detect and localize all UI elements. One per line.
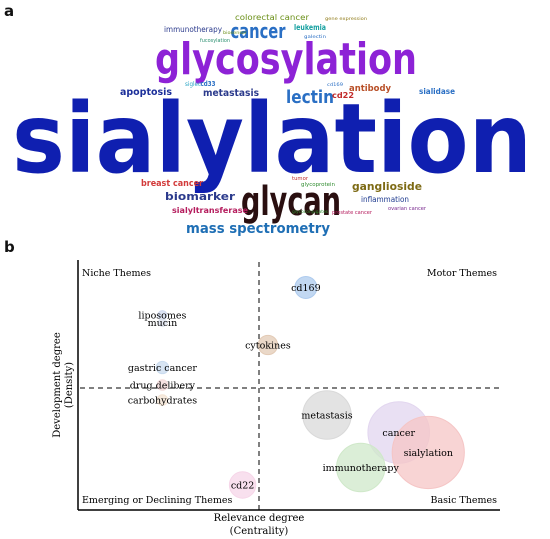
- cluster-label-sialylation: sialylation: [404, 448, 453, 459]
- cluster-label-liposomes: liposomes: [138, 311, 186, 322]
- cluster-bubbles: [155, 276, 465, 499]
- cluster-bubble-gastric-cancer: [155, 360, 170, 375]
- word-cd22: cd22: [332, 91, 354, 100]
- word-prostate-cancer: prostate cancer: [332, 210, 373, 216]
- y-axis-label: Development degree: [52, 332, 63, 438]
- cluster-label-gastric-cancer: gastric cancer: [128, 363, 197, 374]
- cluster-label-cancer: cancer: [382, 428, 415, 439]
- cluster-label-metastasis: metastasis: [301, 411, 352, 422]
- cluster-label-carbohydrates: carbohydrates: [128, 396, 198, 407]
- panel-a-label: a: [4, 2, 15, 20]
- cluster-bubble-carbohydrates: [156, 394, 169, 406]
- word-immunotherapy: immunotherapy: [164, 25, 222, 34]
- y-axis-sublabel: (Density): [64, 362, 75, 408]
- word-sialylation: sialylation: [12, 83, 532, 195]
- word-glycoprotein: glycoprotein: [301, 182, 335, 188]
- word-siglec: siglec: [185, 81, 201, 88]
- word-tumor: tumor: [292, 176, 309, 182]
- word-cd33: cd33: [201, 80, 216, 88]
- word-lectin: lectin: [286, 87, 334, 108]
- word-cd169: cd169: [327, 82, 344, 87]
- word-glycan: glycan: [241, 179, 341, 225]
- word-cloud: sialylation glycosylation glycan cancer …: [12, 13, 532, 237]
- word-mass-spectrometry: mass spectrometry: [186, 221, 330, 237]
- panel-b-label: b: [4, 238, 15, 256]
- cluster-bubble-cd169: [294, 276, 318, 299]
- word-galectin: galectin: [304, 34, 327, 39]
- cluster-label-cd22: cd22: [231, 481, 255, 492]
- word-apoptosis: apoptosis: [120, 87, 172, 98]
- word-colorectal-cancer: colorectal cancer: [235, 13, 310, 22]
- word-biosensor: biosensor: [223, 30, 247, 35]
- word-ovarian-cancer: ovarian cancer: [388, 206, 427, 212]
- word-glycosylation: glycosylation: [155, 34, 417, 85]
- word-breast-cancer: breast cancer: [141, 179, 203, 189]
- word-antibody: antibody: [349, 84, 391, 94]
- x-axis-sublabel: (Centrality): [230, 526, 289, 537]
- word-cancer: cancer: [231, 19, 286, 43]
- x-axis-label: Relevance degree: [214, 513, 305, 524]
- quadrant-niche-themes: Niche Themes: [82, 268, 151, 279]
- cluster-bubble-sialylation: [391, 415, 465, 490]
- quadrant-emerging-declining-themes: Emerging or Declining Themes: [82, 495, 232, 506]
- word-fucosylation: fucosylation: [200, 38, 230, 44]
- cluster-bubble-cd22: [228, 471, 257, 499]
- word-glycoconjugates: glycoconjugates: [292, 209, 328, 214]
- cluster-label-cytokines: cytokines: [245, 341, 291, 352]
- quadrant-basic-themes: Basic Themes: [431, 495, 498, 506]
- cluster-bubble-metastasis: [302, 390, 352, 440]
- word-gene-expression: gene expression: [325, 16, 368, 21]
- cluster-label-immunotherapy: immunotherapy: [323, 463, 400, 474]
- cluster-bubble-cytokines: [257, 334, 279, 356]
- word-sialyltransferase: sialyltransferase: [172, 206, 249, 215]
- word-inflammation: inflammation: [361, 195, 409, 204]
- word-sialidase: sialidase: [419, 87, 456, 96]
- cluster-label-mucin: mucin: [148, 318, 178, 329]
- cluster-label-drug-delibery: drug delibery: [130, 381, 196, 392]
- word-metastasis: metastasis: [203, 88, 259, 99]
- cluster-bubble-mucin: [157, 318, 167, 327]
- word-leukemia: leukemia: [294, 23, 326, 32]
- cluster-bubble-drug-delibery: [156, 379, 169, 391]
- cluster-bubble-immunotherapy: [336, 442, 386, 493]
- cluster-label-cd169: cd169: [291, 283, 321, 294]
- word-biomarker: biomarker: [165, 190, 236, 203]
- word-ganglioside: ganglioside: [352, 180, 422, 193]
- quadrant-motor-themes: Motor Themes: [427, 268, 497, 279]
